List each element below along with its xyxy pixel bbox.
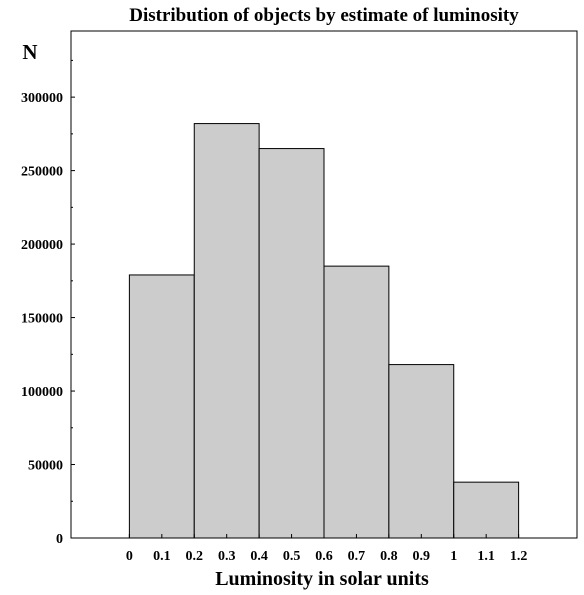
y-ticks-group: 0 50000 100000 150000 200000 250000 300000	[21, 59, 75, 547]
chart-title: Distribution of objects by estimate of l…	[129, 5, 519, 26]
y-axis-label: N	[22, 40, 37, 64]
x-tick-label: 0.4	[250, 549, 268, 564]
y-tick-label: 300000	[21, 91, 63, 106]
x-tick-label: 0.8	[380, 549, 398, 564]
y-tick-label: 50000	[28, 459, 63, 474]
x-tick-label: 0	[126, 549, 133, 564]
x-tick-label: 0.6	[315, 549, 333, 564]
histogram-bar	[453, 481, 520, 539]
y-tick-label: 200000	[21, 238, 63, 253]
x-tick-label: 1.2	[510, 549, 528, 564]
x-axis-label: Luminosity in solar units	[215, 568, 429, 590]
y-tick-label: 250000	[21, 165, 63, 180]
y-tick-label: 0	[56, 532, 63, 547]
x-tick-label: 1.1	[477, 549, 495, 564]
histogram-bar	[258, 148, 325, 539]
histogram-bar	[323, 265, 390, 539]
histogram-bar	[388, 364, 455, 539]
histogram-bar	[128, 274, 195, 539]
y-tick-label: 100000	[21, 385, 63, 400]
histogram-bar	[193, 123, 260, 539]
x-ticks-group: 0 0.1 0.2 0.3 0.4 0.5 0.6 0.7 0.8 0.9 1 1.1 1.2	[126, 534, 527, 564]
x-tick-label: 0.5	[283, 549, 301, 564]
y-tick-label: 150000	[21, 312, 63, 327]
x-tick-label: 0.9	[413, 549, 431, 564]
x-tick-label: 0.2	[186, 549, 204, 564]
bars-group	[128, 123, 520, 539]
x-tick-label: 1	[450, 549, 457, 564]
x-tick-label: 0.7	[348, 549, 366, 564]
x-tick-label: 0.1	[153, 549, 171, 564]
x-tick-label: 0.3	[218, 549, 236, 564]
